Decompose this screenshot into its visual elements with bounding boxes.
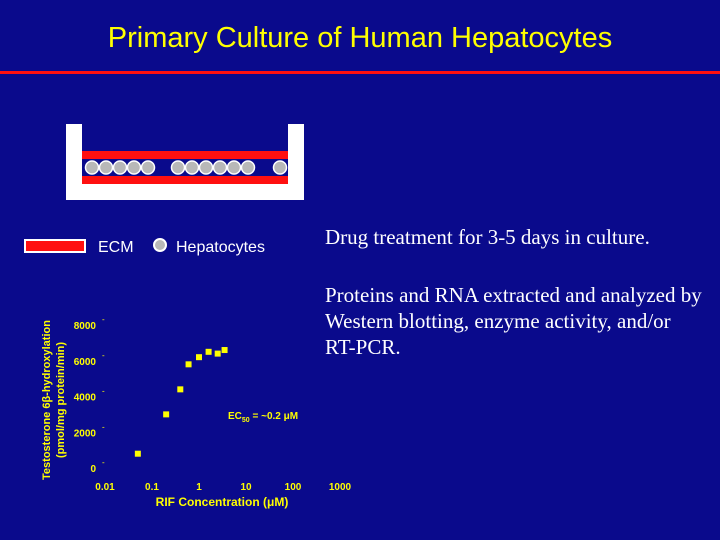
- ecm-legend-label: ECM: [98, 239, 134, 256]
- hepatocyte-legend-swatch: [153, 238, 167, 252]
- y-tick-label: 4000: [74, 393, 97, 404]
- ec50-annotation: EC50 = ~0.2 μM: [228, 411, 298, 424]
- y-axis-label-line2: (pmol/mg protein/min): [55, 342, 67, 458]
- x-tick-label: 1000: [329, 482, 352, 493]
- y-tick-mark: -: [102, 315, 105, 324]
- data-point: [205, 348, 212, 355]
- y-tick-label: 8000: [74, 321, 97, 332]
- ecm-layer-bottom: [82, 176, 288, 184]
- x-tick-label: 0.01: [95, 482, 115, 493]
- y-axis-label-line1: Testosterone 6β-hydroxylation: [41, 320, 53, 480]
- hepatocyte-legend-label: Hepatocytes: [176, 239, 265, 256]
- data-point: [185, 361, 192, 368]
- data-point: [196, 354, 202, 361]
- x-tick-labels: 0.01 0.1 1 10 100 1000: [95, 482, 351, 493]
- y-tick-mark: -: [102, 422, 105, 431]
- hepatocyte-cell: [98, 160, 114, 175]
- title-divider: [0, 71, 720, 74]
- x-tick-label: 0.1: [145, 482, 159, 493]
- x-tick-label: 10: [240, 482, 252, 493]
- culture-well-diagram: [66, 124, 304, 200]
- well-wall-right: [288, 124, 304, 200]
- data-points: [134, 347, 228, 457]
- dose-response-chart: Testosterone 6β-hydroxylation (pmol/mg pr…: [41, 315, 352, 509]
- y-tick-label: 6000: [74, 357, 97, 368]
- x-tick-label: 100: [285, 482, 302, 493]
- y-tick-label: 0: [90, 464, 96, 475]
- data-point: [214, 350, 221, 357]
- ecm-layer-top: [82, 151, 288, 159]
- y-axis-label: Testosterone 6β-hydroxylation (pmol/mg pr…: [41, 320, 67, 480]
- hepatocyte-cell: [184, 160, 200, 175]
- well-wall-left: [66, 124, 82, 200]
- hepatocyte-cell: [226, 160, 242, 175]
- slide-title: Primary Culture of Human Hepatocytes: [107, 22, 613, 54]
- data-point: [134, 450, 141, 457]
- hepatocyte-cell: [126, 160, 142, 175]
- ecm-legend-swatch: [24, 239, 86, 253]
- analysis-note: Proteins and RNA extracted and analyzed …: [325, 283, 702, 359]
- hepatocyte-cell: [170, 160, 186, 175]
- hepatocyte-cell: [140, 160, 156, 175]
- hepatocyte-row: [84, 160, 288, 175]
- treatment-note: Drug treatment for 3-5 days in culture.: [325, 225, 650, 249]
- data-point: [177, 386, 184, 393]
- x-tick-label: 1: [196, 482, 202, 493]
- hepatocyte-cell: [240, 160, 256, 175]
- data-point: [163, 411, 170, 418]
- hepatocyte-cell: [198, 160, 214, 175]
- y-tick-mark: -: [102, 387, 105, 396]
- y-tick-mark: -: [102, 458, 105, 467]
- hepatocyte-cell: [112, 160, 128, 175]
- hepatocyte-cell: [212, 160, 228, 175]
- data-point: [221, 347, 228, 354]
- hepatocyte-cell: [272, 160, 288, 175]
- well-floor: [66, 184, 304, 200]
- y-tick-label: 2000: [74, 428, 97, 439]
- x-axis-label: RIF Concentration (μM): [156, 495, 289, 509]
- y-tick-mark: -: [102, 351, 105, 360]
- y-tick-labels: 0-2000-4000-6000-8000-: [74, 315, 105, 475]
- hepatocyte-cell: [84, 160, 100, 175]
